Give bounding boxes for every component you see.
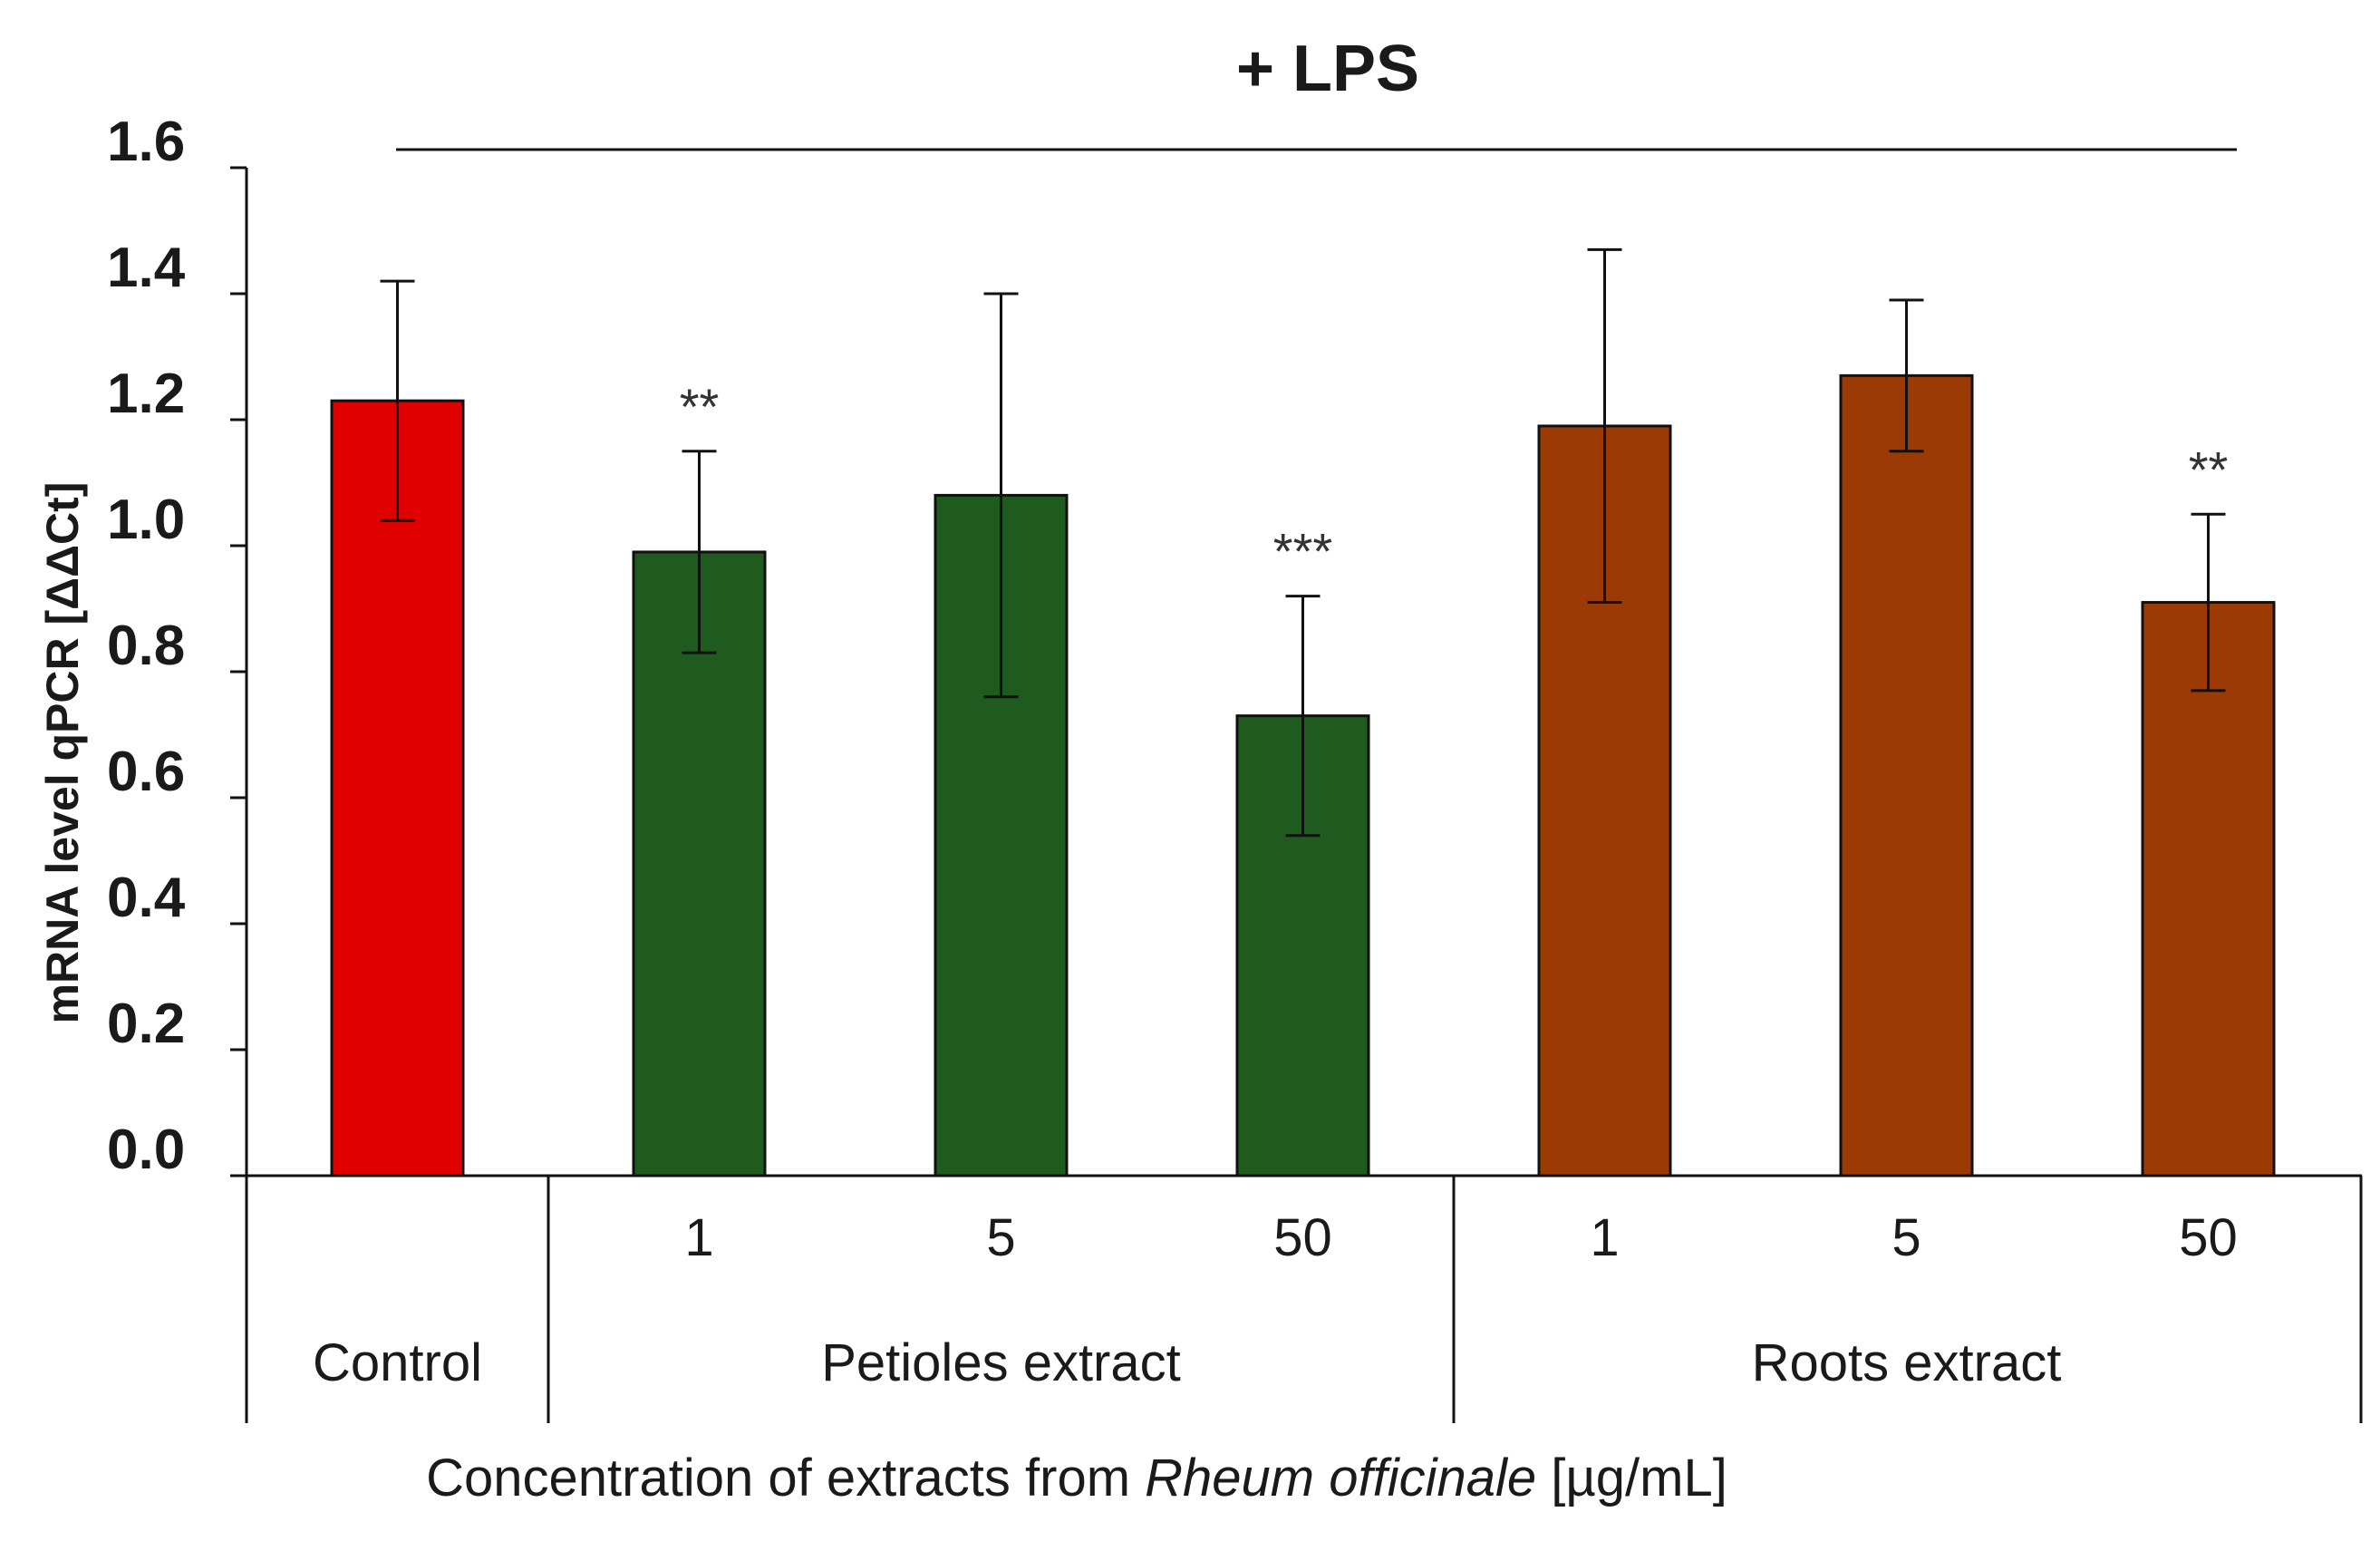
- y-tick-label: 0.2: [107, 993, 185, 1055]
- category-label: 1: [1590, 1208, 1619, 1267]
- y-tick-label: 1.6: [107, 111, 185, 173]
- x-axis-label: Concentration of extracts from Rheum off…: [426, 1449, 1727, 1507]
- y-tick-label: 0.8: [107, 615, 185, 677]
- y-tick-label: 0.4: [107, 867, 186, 929]
- group-label: Petioles extract: [821, 1333, 1181, 1392]
- chart-title: + LPS: [1236, 33, 1419, 105]
- category-label: 5: [986, 1208, 1015, 1267]
- group-label: Roots extract: [1752, 1333, 2062, 1392]
- y-tick-label: 0.6: [107, 741, 185, 803]
- y-axis-label: mRNA level qPCR [ΔΔCt]: [37, 482, 88, 1024]
- significance-label: **: [680, 378, 720, 435]
- group-label: Control: [313, 1333, 482, 1392]
- axes-layer: [230, 148, 2363, 1423]
- bar: [330, 399, 465, 1178]
- y-tick-label: 0.0: [107, 1119, 185, 1181]
- bars-layer: [330, 373, 2276, 1178]
- x-axis-label-part: Concentration of extracts from: [426, 1449, 1145, 1507]
- y-tick-label: 1.2: [107, 363, 185, 425]
- y-tick-label: 1.0: [107, 489, 185, 551]
- category-label: 50: [1273, 1208, 1332, 1267]
- category-label: 1: [684, 1208, 713, 1267]
- category-label: 50: [2179, 1208, 2238, 1267]
- x-axis-label-part: [µg/mL]: [1536, 1449, 1727, 1507]
- category-label: 5: [1891, 1208, 1920, 1267]
- y-tick-label: 1.4: [107, 237, 186, 299]
- bar: [1839, 373, 1974, 1178]
- error-bars-layer: [380, 247, 2226, 838]
- labels-layer: *******0.00.20.40.60.81.01.21.41.61 5 50 1 5…: [37, 33, 2238, 1507]
- significance-label: ***: [1273, 523, 1332, 580]
- significance-label: **: [2189, 441, 2229, 498]
- bar: [632, 550, 767, 1178]
- x-axis-label-species: Rheum officinale: [1145, 1449, 1536, 1507]
